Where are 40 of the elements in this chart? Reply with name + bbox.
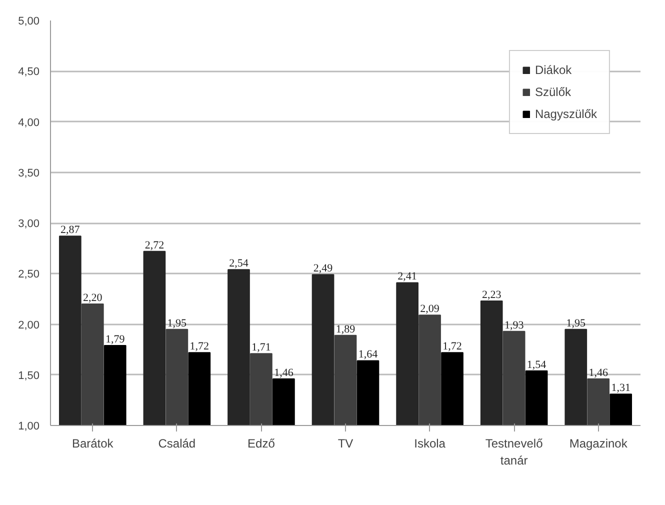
- data-label: 1,72: [442, 340, 462, 353]
- data-label: 1,89: [336, 323, 356, 336]
- legend-label: Szülők: [534, 85, 571, 99]
- x-tick-label: TV: [338, 436, 354, 450]
- data-label: 2,49: [313, 262, 334, 275]
- data-label: 2,72: [144, 239, 164, 252]
- y-tick-label: 2,50: [18, 268, 40, 281]
- x-tick-label: Család: [158, 436, 196, 450]
- data-label: 1,79: [105, 334, 126, 346]
- data-label: 1,72: [190, 340, 210, 353]
- data-label: 2,23: [482, 288, 502, 301]
- y-tick-label: 1,50: [18, 370, 40, 382]
- data-label: 2,20: [83, 292, 103, 304]
- data-label: 2,54: [229, 258, 249, 270]
- y-tick-label: 3,50: [18, 167, 40, 180]
- data-label: 1,46: [274, 366, 294, 379]
- x-tick-label: Magazinok: [569, 436, 628, 450]
- legend-label: Diákok: [534, 63, 572, 77]
- data-label: 2,87: [60, 224, 80, 236]
- legend-label: Nagyszülők: [534, 107, 597, 121]
- data-label: 1,93: [504, 319, 524, 332]
- data-label: 1,64: [358, 348, 378, 361]
- data-label: 1,71: [252, 342, 271, 354]
- data-label: 1,95: [566, 317, 586, 330]
- y-tick-label: 5,00: [18, 16, 40, 28]
- x-tick-label: Iskola: [414, 436, 446, 450]
- data-label: 1,95: [167, 317, 188, 330]
- y-tick-label: 3,00: [18, 218, 40, 230]
- y-tick-label: 4,50: [18, 66, 40, 78]
- x-tick-label: Testnevelő tanár: [485, 436, 544, 468]
- y-tick-label: 1,00: [18, 420, 40, 432]
- x-tick-label: Edző: [248, 436, 276, 450]
- data-label: 2,41: [398, 270, 417, 283]
- y-tick-label: 4,00: [18, 116, 40, 129]
- x-tick-label: Barátok: [72, 436, 114, 450]
- y-tick-label: 2,00: [18, 319, 40, 332]
- data-label: 1,46: [588, 366, 608, 379]
- data-label: 1,31: [611, 382, 630, 394]
- data-label: 1,54: [526, 358, 547, 371]
- data-label: 2,09: [420, 303, 440, 316]
